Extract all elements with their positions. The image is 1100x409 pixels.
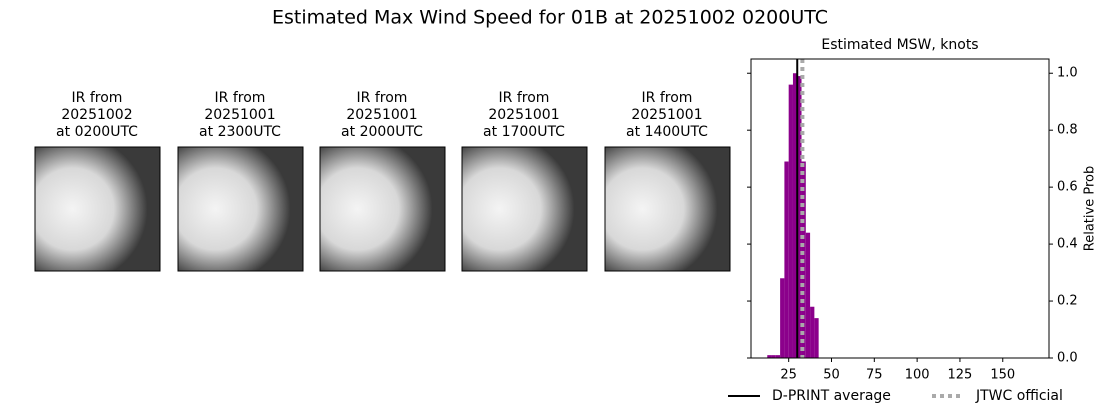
plot-frame [750,58,1050,359]
ir-image [604,146,731,272]
y-tick-label: 0.2 [1057,294,1078,309]
chart-title: Estimated MSW, knots [821,37,978,53]
x-tick-label: 150 [990,368,1015,383]
ir-image [34,146,161,272]
ir-image [319,146,446,272]
panel-title: at 1400UTC [626,124,708,140]
y-tick-label: 0.4 [1057,237,1078,252]
panel-title: 20251001 [631,107,702,123]
y-tick-label: 0.8 [1057,123,1078,138]
bar [775,355,781,358]
ir-image [461,146,588,272]
panel-title: 20251001 [346,107,417,123]
bar [792,73,798,358]
y-axis-label: Relative Prob [1083,166,1098,251]
panel-title: 20251001 [488,107,559,123]
panel-title: IR from [499,90,550,106]
legend-label: D-PRINT average [772,388,891,404]
legend-label: JTWC official [975,388,1063,404]
bar [771,355,776,358]
x-tick-label: 125 [948,368,973,383]
panel-title: at 1700UTC [483,124,565,140]
x-tick-label: 50 [823,368,840,383]
y-tick-label: 0.6 [1057,180,1078,195]
figure-title: Estimated Max Wind Speed for 01B at 2025… [272,7,828,29]
panel-title: IR from [215,90,266,106]
panel-title: 20251001 [204,107,275,123]
bar [784,161,789,358]
bar [767,355,772,358]
bar [810,306,815,358]
bar [797,76,802,358]
x-tick-label: 25 [780,368,797,383]
panel-title: at 2300UTC [199,124,281,140]
panel-title: IR from [72,90,123,106]
x-tick-label: 100 [905,368,930,383]
panel-title: at 2000UTC [341,124,423,140]
panel-title: at 0200UTC [56,124,138,140]
y-tick-label: 0.0 [1057,351,1078,366]
panel-title: 20251002 [61,107,132,123]
bar [805,232,811,358]
x-tick-label: 75 [866,368,883,383]
panel-title: IR from [357,90,408,106]
bar [814,318,819,358]
panel-title: IR from [642,90,693,106]
ir-image [177,146,304,272]
bar [780,278,785,358]
y-tick-label: 1.0 [1057,66,1078,81]
bar [788,84,793,358]
